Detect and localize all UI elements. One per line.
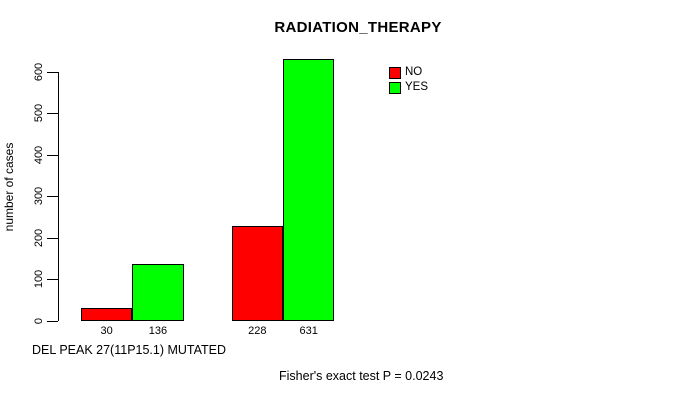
y-tick-label: 0 xyxy=(33,317,45,324)
bar-yes-group2 xyxy=(283,58,335,322)
y-tick-label: 400 xyxy=(33,145,45,164)
bar-no-group1 xyxy=(81,308,133,322)
y-tick-mark xyxy=(47,113,58,114)
bar-count-label: 136 xyxy=(148,324,168,337)
y-axis-line xyxy=(58,71,59,321)
y-tick-mark xyxy=(47,196,58,197)
y-tick-mark xyxy=(47,154,58,156)
y-tick-label: 200 xyxy=(33,228,45,247)
y-tick-label: 100 xyxy=(33,269,45,289)
legend-swatch-no xyxy=(389,66,401,79)
bar-count-label: 30 xyxy=(100,324,113,337)
y-tick-label: 300 xyxy=(33,186,45,206)
legend-label-no: NO xyxy=(405,66,423,78)
y-tick-label: 500 xyxy=(33,103,45,123)
legend-label-yes: YES xyxy=(405,81,429,94)
y-tick-mark xyxy=(47,237,58,239)
y-tick-mark xyxy=(47,320,58,322)
x-axis-label: DEL PEAK 27(11P15.1) MUTATED xyxy=(32,343,227,357)
bar-yes-group1 xyxy=(132,264,184,322)
y-tick-mark xyxy=(47,279,58,280)
bar-count-label: 631 xyxy=(299,324,318,337)
fisher-test-annotation: Fisher's exact test P = 0.0243 xyxy=(279,369,444,383)
bar-count-label: 228 xyxy=(248,324,267,337)
legend-swatch-yes xyxy=(389,81,401,94)
bar-no-group2 xyxy=(231,225,283,322)
y-axis-label: number of cases xyxy=(2,142,16,232)
y-tick-label: 600 xyxy=(33,62,45,81)
chart-title: RADIATION_THERAPY xyxy=(274,19,442,36)
y-tick-mark xyxy=(47,71,58,73)
